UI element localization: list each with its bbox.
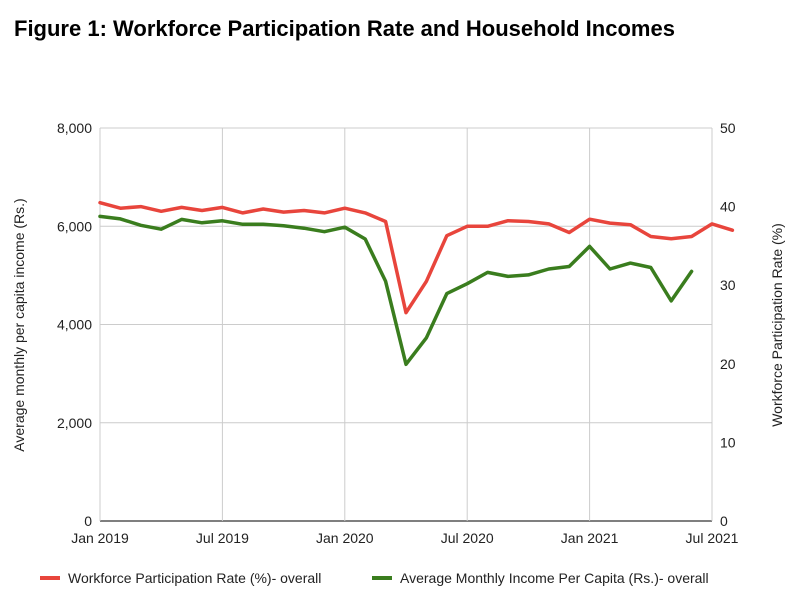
left-tick-label: 6,000: [57, 218, 92, 234]
x-axis: Jan 2019 Jul 2019 Jan 2020 Jul 2020 Jan 2021…: [71, 530, 738, 546]
right-y-axis: 0 10 20 30 40 50: [720, 120, 736, 529]
right-tick-label: 0: [720, 513, 728, 529]
x-tick-label: Jul 2021: [686, 530, 739, 546]
series-lines: [98, 200, 735, 367]
figure-title: Figure 1: Workforce Participation Rate a…: [14, 16, 675, 41]
left-tick-label: 8,000: [57, 120, 92, 136]
left-y-axis: 0 2,000 4,000 6,000 8,000: [57, 120, 92, 529]
left-tick-label: 2,000: [57, 415, 92, 431]
legend-label: Average Monthly Income Per Capita (Rs.)-…: [400, 570, 709, 586]
right-tick-label: 20: [720, 356, 736, 372]
x-tick-label: Jan 2020: [316, 530, 374, 546]
right-tick-label: 50: [720, 120, 736, 136]
left-tick-label: 4,000: [57, 317, 92, 333]
legend: Workforce Participation Rate (%)- overal…: [40, 570, 709, 586]
series-line-participation-rate: [98, 200, 735, 315]
x-tick-label: Jan 2021: [561, 530, 619, 546]
right-axis-label: Workforce Participation Rate (%): [769, 223, 785, 427]
right-tick-label: 30: [720, 277, 736, 293]
right-tick-label: 10: [720, 434, 736, 450]
x-tick-label: Jul 2020: [441, 530, 494, 546]
x-tick-label: Jan 2019: [71, 530, 129, 546]
grid: [99, 127, 713, 522]
series-line-income: [98, 214, 694, 367]
left-tick-label: 0: [84, 513, 92, 529]
left-axis-label: Average monthly per capita income (Rs.): [11, 198, 27, 451]
x-tick-label: Jul 2019: [196, 530, 249, 546]
legend-label: Workforce Participation Rate (%)- overal…: [68, 570, 321, 586]
right-tick-label: 40: [720, 199, 736, 215]
